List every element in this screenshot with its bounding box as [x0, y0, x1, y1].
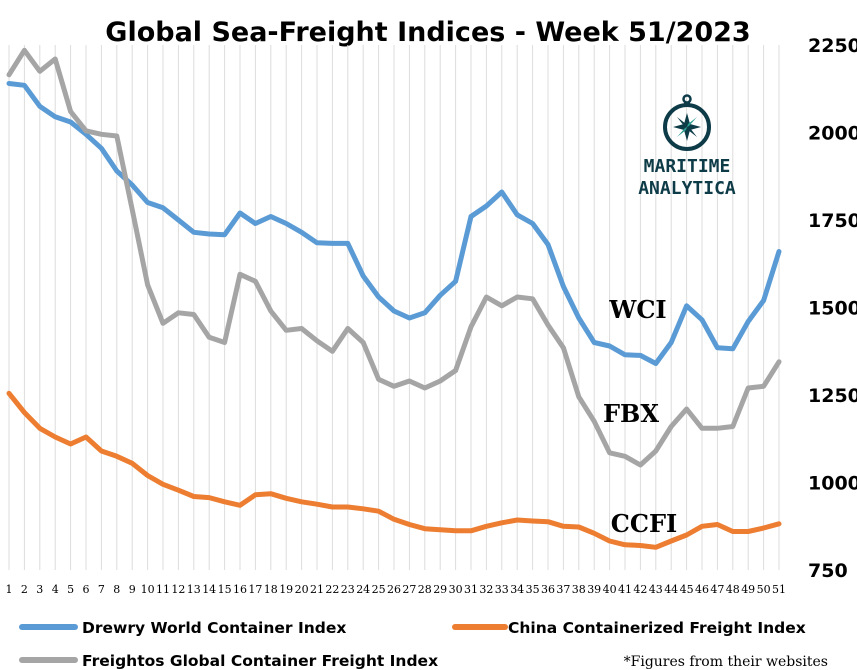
x-tick-label: 43 — [649, 583, 663, 596]
x-tick-label: 46 — [695, 583, 709, 596]
x-tick-label: 48 — [726, 583, 740, 596]
x-tick-label: 19 — [279, 583, 293, 596]
x-tick-label: 42 — [633, 583, 647, 596]
x-tick-label: 17 — [248, 583, 262, 596]
x-tick-label: 51 — [772, 583, 786, 596]
x-tick-label: 34 — [510, 583, 524, 596]
x-tick-label: 40 — [603, 583, 617, 596]
x-tick-label: 4 — [52, 583, 59, 596]
x-tick-label: 49 — [741, 583, 755, 596]
x-tick-label: 8 — [113, 583, 120, 596]
x-tick-label: 50 — [757, 583, 771, 596]
logo-line2: ANALYTICA — [638, 178, 736, 199]
x-tick-label: 1 — [6, 583, 13, 596]
series-label-wci: WCI — [608, 295, 666, 324]
x-tick-label: 21 — [310, 583, 324, 596]
x-tick-label: 20 — [295, 583, 309, 596]
x-tick-label: 29 — [433, 583, 447, 596]
x-tick-label: 24 — [356, 583, 370, 596]
x-tick-label: 10 — [141, 583, 155, 596]
footnote: *Figures from their websites — [624, 654, 828, 670]
x-tick-label: 27 — [402, 583, 416, 596]
legend-label-fbx: Freightos Global Container Freight Index — [82, 652, 438, 670]
y-tick-label: 750 — [808, 560, 848, 582]
x-tick-label: 15 — [218, 583, 232, 596]
x-tick-label: 3 — [36, 583, 43, 596]
x-tick-label: 41 — [618, 583, 632, 596]
x-tick-label: 26 — [387, 583, 401, 596]
series-line-wci — [6, 81, 782, 366]
x-tick-label: 16 — [233, 583, 247, 596]
x-tick-label: 45 — [680, 583, 694, 596]
y-tick-label: 1750 — [808, 210, 857, 232]
series-label-ccfi: CCFI — [611, 509, 677, 538]
x-tick-label: 7 — [98, 583, 105, 596]
x-tick-label: 28 — [418, 583, 432, 596]
x-tick-label: 33 — [495, 583, 509, 596]
x-tick-label: 5 — [67, 583, 74, 596]
series-lines — [6, 47, 782, 550]
y-tick-label: 2000 — [808, 123, 857, 145]
series-line-ccfi — [6, 390, 782, 550]
x-tick-label: 37 — [556, 583, 570, 596]
x-tick-label: 18 — [264, 583, 278, 596]
x-axis: 1 2 3 4 5 6 7 8 9 10 11 12 13 14 15 16 17 18 19 20 21 22 23 24 2… — [6, 583, 787, 596]
y-tick-label: 1250 — [808, 385, 857, 407]
y-tick-label: 1000 — [808, 473, 857, 495]
series-line-fbx — [6, 47, 782, 468]
x-tick-label: 23 — [341, 583, 355, 596]
logo: MARITIME ANALYTICA — [638, 94, 736, 199]
compass-icon — [663, 94, 711, 151]
x-tick-label: 9 — [129, 583, 136, 596]
x-tick-label: 6 — [83, 583, 90, 596]
x-tick-label: 44 — [664, 583, 678, 596]
legend-label-ccfi: China Containerized Freight Index — [508, 619, 806, 637]
x-tick-label: 30 — [449, 583, 463, 596]
x-tick-label: 35 — [526, 583, 540, 596]
chart-title: Global Sea-Freight Indices - Week 51/202… — [105, 17, 750, 48]
x-tick-label: 12 — [171, 583, 185, 596]
y-axis: 750 1000 1250 1500 1750 2000 2250 — [808, 35, 857, 582]
y-tick-label: 2250 — [808, 35, 857, 57]
x-tick-label: 47 — [710, 583, 724, 596]
x-tick-label: 32 — [479, 583, 493, 596]
x-tick-label: 38 — [572, 583, 586, 596]
legend-label-wci: Drewry World Container Index — [82, 619, 346, 637]
series-label-fbx: FBX — [603, 399, 659, 428]
logo-line1: MARITIME — [644, 156, 731, 177]
x-tick-label: 36 — [541, 583, 555, 596]
x-tick-label: 31 — [464, 583, 478, 596]
x-tick-label: 22 — [325, 583, 339, 596]
x-tick-label: 11 — [156, 583, 170, 596]
x-tick-label: 14 — [202, 583, 216, 596]
x-tick-label: 13 — [187, 583, 201, 596]
legend: Drewry World Container Index China Conta… — [19, 619, 806, 670]
y-tick-label: 1500 — [808, 298, 857, 320]
x-tick-label: 39 — [587, 583, 601, 596]
x-tick-label: 25 — [372, 583, 386, 596]
x-tick-label: 2 — [21, 583, 28, 596]
